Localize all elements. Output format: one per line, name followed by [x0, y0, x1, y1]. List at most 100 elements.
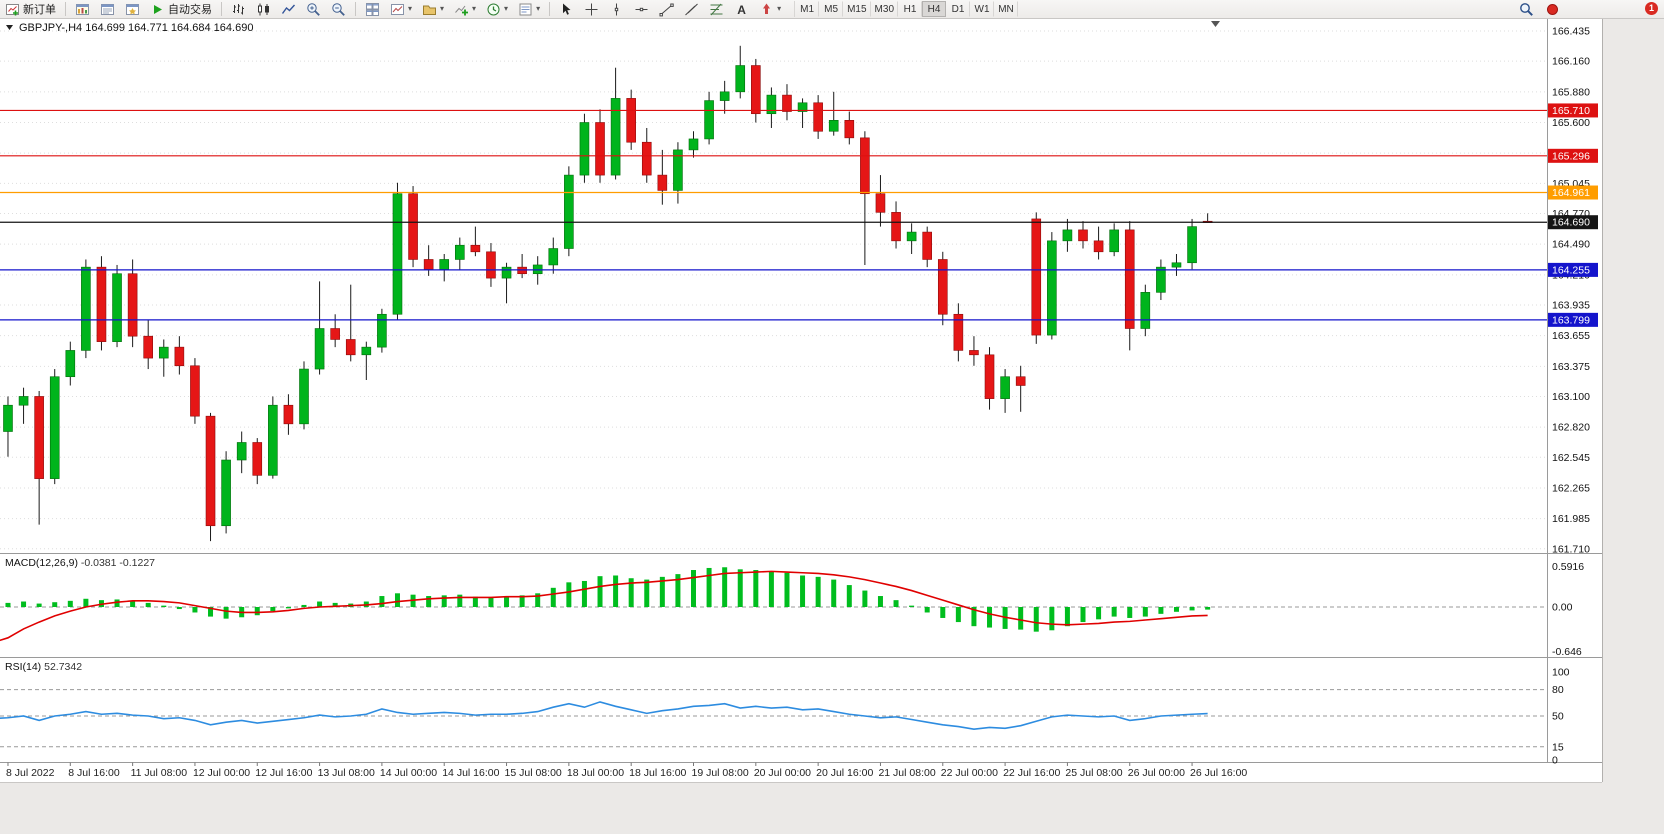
search-icon — [1520, 2, 1533, 16]
crosshair-button[interactable] — [580, 1, 603, 17]
zoom-in-button[interactable] — [302, 1, 325, 17]
timeframe-button-d1[interactable]: D1 — [946, 1, 970, 17]
data-window-button[interactable] — [96, 1, 119, 17]
svg-text:18 Jul 16:00: 18 Jul 16:00 — [629, 767, 686, 779]
data-window-icon — [101, 3, 114, 15]
macd-pane[interactable] — [0, 553, 1547, 657]
chart-symbol-label: GBPJPY-,H4 164.699 164.771 164.684 164.6… — [19, 22, 253, 34]
svg-text:162.820: 162.820 — [1552, 422, 1590, 434]
bar-chart-button[interactable] — [227, 1, 250, 17]
window-bottom-area — [0, 782, 1602, 834]
svg-text:165.880: 165.880 — [1552, 86, 1590, 98]
horizontal-line-button[interactable] — [630, 1, 653, 17]
svg-text:20 Jul 00:00: 20 Jul 00:00 — [754, 767, 811, 779]
zoom-out-button[interactable] — [327, 1, 350, 17]
svg-text:163.100: 163.100 — [1552, 391, 1590, 403]
search-button[interactable] — [1515, 1, 1538, 17]
svg-text:100: 100 — [1552, 667, 1570, 679]
toolbar-separator — [221, 2, 222, 16]
timeframe-button-h4[interactable]: H4 — [922, 1, 946, 17]
svg-text:50: 50 — [1552, 711, 1564, 723]
timeframe-group: M1 M5 M15 M30 H1 H4 D1 W1 MN — [794, 1, 1018, 17]
price-pane[interactable] — [0, 20, 1547, 553]
channel-button[interactable] — [680, 1, 703, 17]
svg-text:20 Jul 16:00: 20 Jul 16:00 — [816, 767, 873, 779]
navigator-button[interactable] — [121, 1, 144, 17]
auto-trading-label: 自动交易 — [168, 4, 212, 16]
trendline-icon — [659, 3, 674, 16]
svg-text:165.296: 165.296 — [1552, 150, 1590, 162]
timeframe-button-m30[interactable]: M30 — [871, 1, 898, 17]
timeframe-button-m5[interactable]: M5 — [819, 1, 844, 17]
market-watch-icon — [76, 3, 89, 15]
templates-button[interactable]: ▾ — [514, 1, 544, 17]
svg-text:8 Jul 2022: 8 Jul 2022 — [6, 767, 55, 779]
tile-windows-button[interactable] — [361, 1, 384, 17]
candlestick-chart-button[interactable] — [252, 1, 275, 17]
svg-text:162.545: 162.545 — [1552, 452, 1590, 464]
periods-button[interactable]: ▾ — [482, 1, 512, 17]
new-chart-button[interactable]: ▾ — [386, 1, 416, 17]
auto-trading-button[interactable]: 自动交易 — [146, 1, 216, 17]
dropdown-caret-icon: ▾ — [777, 4, 782, 13]
line-chart-button[interactable] — [277, 1, 300, 17]
svg-text:164.255: 164.255 — [1552, 264, 1590, 276]
macd-values-text: -0.0381 -0.1227 — [80, 557, 156, 569]
horizontal-line-icon — [635, 7, 648, 11]
rsi-value-text: 52.7342 — [44, 661, 83, 673]
time-axis[interactable] — [0, 762, 1547, 782]
market-watch-button[interactable] — [71, 1, 94, 17]
text-icon: A — [737, 3, 746, 17]
fibonacci-icon — [710, 3, 723, 15]
svg-text:0.00: 0.00 — [1552, 602, 1573, 614]
periods-clock-icon — [487, 3, 500, 15]
chart-window[interactable]: 166.435166.160165.880165.600165.320165.0… — [0, 18, 1603, 782]
chart-title-text: GBPJPY-,H4 164.699 164.771 164.684 164.6… — [19, 22, 254, 34]
arrow-icon — [763, 3, 771, 14]
dropdown-caret-icon: ▾ — [504, 4, 509, 13]
price-axis[interactable] — [1547, 18, 1602, 762]
timeframe-button-h1[interactable]: H1 — [898, 1, 922, 17]
timeframe-button-w1[interactable]: W1 — [970, 1, 994, 17]
arrows-button[interactable]: ▾ — [755, 1, 785, 17]
svg-text:21 Jul 08:00: 21 Jul 08:00 — [878, 767, 935, 779]
alerts-button[interactable] — [1541, 1, 1564, 17]
dropdown-caret-icon: ▾ — [536, 4, 541, 13]
timeframe-button-mn[interactable]: MN — [994, 1, 1018, 17]
svg-text:161.985: 161.985 — [1552, 513, 1590, 525]
auto-trading-icon — [154, 4, 162, 14]
pane-separator[interactable] — [0, 552, 1602, 555]
svg-text:15 Jul 08:00: 15 Jul 08:00 — [505, 767, 562, 779]
bar-chart-icon — [233, 3, 244, 14]
fibonacci-button[interactable] — [705, 1, 728, 17]
window-right-gutter — [1603, 18, 1664, 834]
text-button[interactable]: A — [730, 1, 753, 17]
toolbar: 新订单 自动交易 — [0, 0, 1664, 19]
new-order-button[interactable]: 新订单 — [1, 1, 60, 17]
macd-name-text: MACD(12,26,9) — [5, 557, 78, 569]
trendline-button[interactable] — [655, 1, 678, 17]
rsi-pane[interactable] — [0, 657, 1547, 762]
timeframe-button-m15[interactable]: M15 — [843, 1, 871, 17]
svg-text:163.799: 163.799 — [1552, 314, 1590, 326]
cursor-button[interactable] — [555, 1, 578, 17]
zoom-in-icon — [307, 2, 320, 16]
timeframe-button-m1[interactable]: M1 — [795, 1, 820, 17]
line-chart-icon — [281, 4, 296, 14]
navigator-icon — [126, 3, 139, 15]
svg-text:163.655: 163.655 — [1552, 330, 1590, 342]
vertical-line-button[interactable] — [605, 1, 628, 17]
svg-text:13 Jul 08:00: 13 Jul 08:00 — [318, 767, 375, 779]
indicators-button[interactable]: ▾ — [450, 1, 480, 17]
indicators-icon — [455, 5, 469, 15]
profiles-button[interactable]: ▾ — [418, 1, 448, 17]
toolbar-separator — [355, 2, 356, 16]
notification-badge[interactable]: 1 — [1645, 2, 1658, 15]
new-order-icon — [6, 3, 19, 15]
channel-icon — [685, 3, 698, 15]
svg-text:22 Jul 16:00: 22 Jul 16:00 — [1003, 767, 1060, 779]
pane-separator[interactable] — [0, 656, 1602, 659]
chart-canvas[interactable]: 166.435166.160165.880165.600165.320165.0… — [0, 18, 1602, 782]
svg-text:12 Jul 00:00: 12 Jul 00:00 — [193, 767, 250, 779]
